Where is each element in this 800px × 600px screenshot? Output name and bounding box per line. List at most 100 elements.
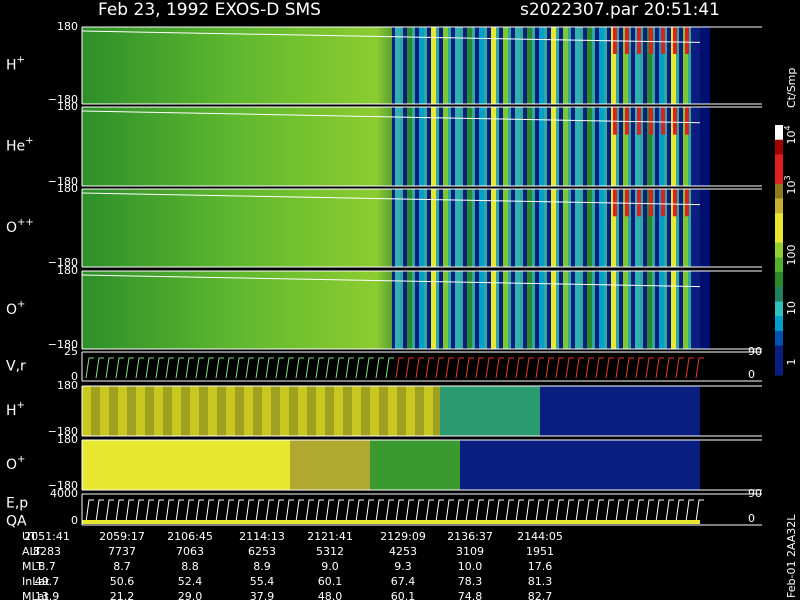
stripe	[407, 189, 412, 267]
stripe	[599, 27, 604, 104]
trace	[185, 357, 194, 379]
trace	[615, 499, 624, 523]
trace	[475, 357, 484, 379]
stripe	[532, 271, 535, 349]
stripe	[580, 271, 583, 349]
stripe	[467, 27, 472, 104]
stripe	[343, 386, 352, 436]
cell: 67.4	[391, 575, 416, 588]
trace	[85, 499, 94, 523]
cell: 8283	[33, 545, 61, 558]
colorbar-cell	[775, 345, 783, 361]
stripe	[208, 386, 217, 436]
trace	[285, 357, 294, 379]
stripe	[683, 107, 688, 186]
stripe	[611, 189, 616, 267]
spectrogram	[82, 189, 392, 267]
label-sup: +	[17, 400, 25, 411]
stripe	[479, 271, 484, 349]
stripe	[145, 386, 154, 436]
stripe	[316, 386, 325, 436]
trace	[665, 357, 674, 379]
stripe	[431, 271, 436, 349]
trace	[255, 499, 264, 523]
cell: 48.0	[318, 590, 343, 600]
cell: 8.7	[38, 560, 56, 573]
axis-bottom: −180	[48, 479, 78, 492]
axis-right-top: 90	[748, 487, 762, 500]
stripe	[415, 386, 424, 436]
colorbar-tick: 100	[785, 245, 798, 266]
stripe	[412, 27, 415, 104]
stripe	[433, 386, 442, 436]
stripe	[673, 189, 677, 217]
tick-exp: 4	[783, 125, 792, 130]
trace	[245, 357, 254, 379]
trace	[595, 357, 604, 379]
stripe	[455, 27, 460, 104]
quality-bar	[82, 520, 700, 524]
label-sup: +	[25, 136, 33, 147]
stripe	[616, 27, 619, 104]
panel-label: O++	[6, 217, 34, 236]
colorbar-cell	[775, 257, 783, 273]
stripe	[563, 27, 568, 104]
spectrogram	[700, 27, 710, 104]
trace	[265, 499, 274, 523]
stripe	[503, 27, 508, 104]
stripe	[370, 386, 379, 436]
header-title: Feb 23, 1992 EXOS-D SMS	[98, 0, 321, 20]
stripe	[271, 386, 280, 436]
trace	[675, 357, 684, 379]
trace	[575, 357, 584, 379]
stripe	[515, 189, 520, 267]
spectrogram	[700, 107, 710, 186]
cell: 1951	[526, 545, 554, 558]
cell: 21.2	[110, 590, 135, 600]
stripe	[407, 27, 412, 104]
colorbar-title: Ct/Smp	[785, 68, 798, 108]
stripe	[467, 271, 472, 349]
trace	[535, 357, 544, 379]
cell: 2121:41	[307, 530, 353, 543]
stripe	[647, 107, 652, 186]
stripe	[685, 189, 689, 217]
trace	[395, 499, 404, 523]
trace	[625, 499, 634, 523]
stripe	[539, 189, 544, 267]
stripe	[625, 189, 629, 217]
stripe	[527, 271, 532, 349]
trace	[285, 499, 294, 523]
colorbar-tick: 10	[785, 301, 798, 315]
cell: 74.8	[458, 590, 483, 600]
stripe	[491, 189, 496, 267]
stripe	[676, 271, 679, 349]
panel-label: H+	[6, 400, 25, 419]
stripe	[556, 189, 559, 267]
trace	[565, 357, 574, 379]
stripe	[527, 189, 532, 267]
stripe	[647, 27, 652, 104]
stripe	[592, 27, 595, 104]
stripe	[649, 107, 653, 135]
tick-base: 10	[785, 181, 798, 195]
trace	[81, 110, 701, 124]
stripe	[592, 189, 595, 267]
stripe	[637, 107, 641, 135]
trace	[85, 357, 94, 379]
stripe	[127, 386, 136, 436]
stripe	[491, 27, 496, 104]
cell: 8.9	[253, 560, 271, 573]
trace	[355, 499, 364, 523]
stripe	[424, 386, 433, 436]
stripe	[400, 189, 403, 267]
cell: 2144:05	[517, 530, 563, 543]
stripe	[580, 27, 583, 104]
stripe	[616, 107, 619, 186]
stripe	[628, 189, 631, 267]
stripe	[395, 27, 400, 104]
axis-top: 180	[57, 379, 78, 392]
row-label: MLT	[22, 560, 43, 573]
cell: 7063	[176, 545, 204, 558]
